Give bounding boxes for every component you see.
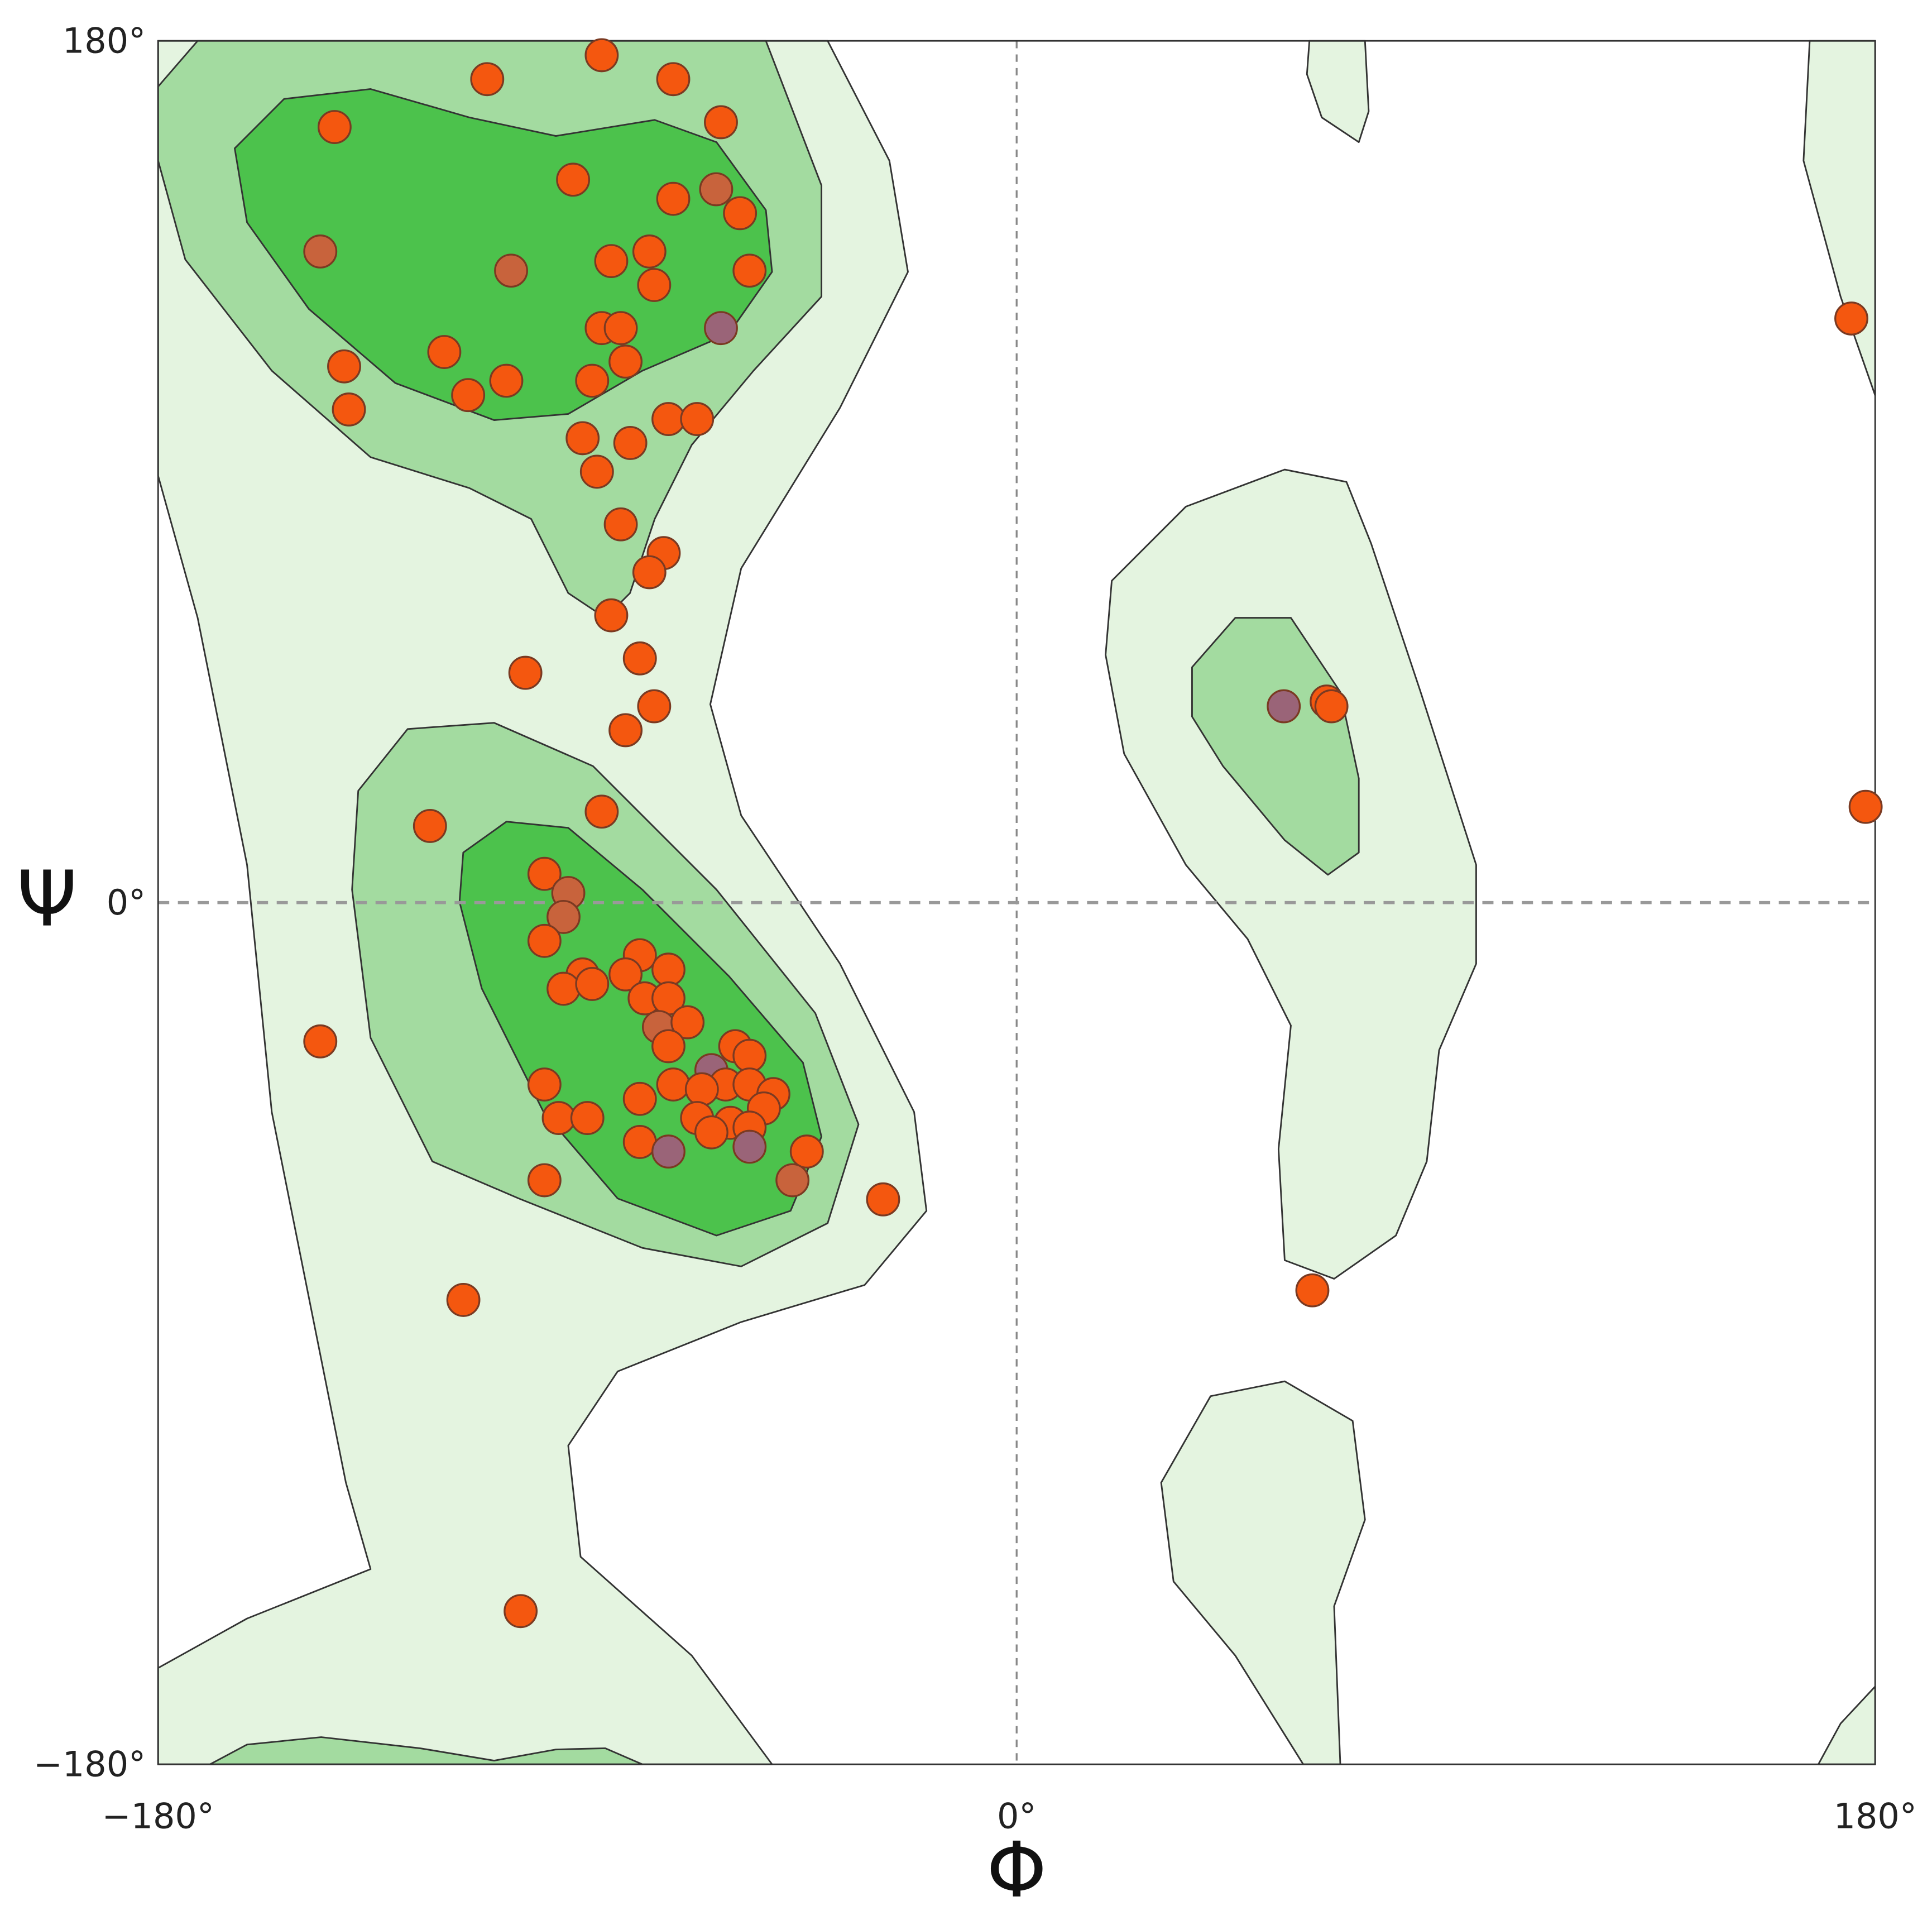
point (1295, 1273, 1330, 1308)
y-tick-label: 0° (107, 882, 146, 923)
x-axis-label: Φ (986, 1826, 1047, 1915)
point (546, 899, 581, 934)
point (584, 794, 619, 829)
point (699, 172, 734, 207)
point (446, 1282, 481, 1317)
y-tick-label: −180° (33, 1744, 146, 1785)
point (670, 1005, 705, 1040)
point (489, 363, 524, 398)
point (732, 1129, 767, 1164)
point (632, 234, 667, 269)
point (494, 253, 528, 288)
point (527, 1067, 562, 1102)
point (504, 1594, 538, 1629)
point (332, 392, 366, 427)
point (527, 1163, 562, 1198)
point (613, 426, 648, 460)
point (327, 349, 361, 384)
point (570, 1101, 605, 1135)
point (546, 971, 581, 1006)
labels: Φ Ψ −180° 0° 180° −180° 0° 180° (17, 21, 1917, 1915)
point (527, 856, 562, 891)
grid (158, 41, 1876, 1765)
point (427, 335, 462, 369)
point (651, 402, 685, 437)
core-region (234, 88, 773, 421)
x-tick-label: 180° (1834, 1796, 1917, 1837)
point (608, 713, 643, 748)
point (608, 957, 643, 992)
point (637, 268, 672, 302)
point (413, 809, 447, 843)
point (608, 344, 643, 379)
point (651, 1029, 685, 1064)
point (622, 641, 657, 676)
x-tick-label: −180° (102, 1796, 214, 1837)
point (303, 1024, 338, 1059)
allowed-region (1105, 468, 1477, 1280)
points (303, 38, 1883, 1629)
point (656, 62, 691, 97)
point (637, 689, 672, 724)
point (603, 507, 638, 542)
point (775, 1163, 810, 1198)
point (541, 1101, 576, 1135)
point (704, 105, 738, 140)
y-tick-label: 180° (63, 21, 146, 61)
point (732, 1038, 767, 1073)
point (622, 1124, 657, 1159)
allowed-region (1802, 40, 1876, 396)
point (651, 952, 685, 987)
point (470, 62, 505, 97)
point (565, 421, 600, 456)
point (527, 923, 562, 958)
favored-region (1191, 617, 1360, 876)
point (704, 311, 738, 346)
point (584, 38, 619, 73)
point (508, 655, 543, 690)
point (680, 402, 715, 437)
point (594, 598, 629, 633)
point (594, 244, 629, 279)
point (556, 162, 591, 197)
point (632, 555, 667, 590)
point (317, 110, 352, 144)
point (789, 1134, 824, 1169)
x-tick-label: 0° (997, 1796, 1036, 1837)
point (1834, 301, 1868, 336)
allowed-region (1306, 40, 1370, 143)
point (684, 1072, 719, 1107)
point (622, 1081, 657, 1116)
point (866, 1182, 900, 1217)
point (732, 253, 767, 288)
point (656, 1067, 691, 1102)
allowed-region (1160, 1380, 1366, 1765)
point (723, 196, 758, 231)
point (579, 454, 614, 489)
y-axis-label: Ψ (17, 855, 77, 944)
point (575, 363, 610, 398)
point (694, 1115, 728, 1150)
point (1267, 689, 1301, 724)
point (651, 1134, 685, 1169)
favored-region (209, 1736, 644, 1765)
plot-frame (157, 40, 1876, 1765)
point (1314, 689, 1349, 724)
allowed-region (1817, 1685, 1876, 1765)
point (303, 234, 338, 269)
point (575, 967, 610, 1001)
point (656, 181, 691, 216)
point (603, 311, 638, 346)
point (1848, 789, 1883, 824)
point (451, 378, 486, 413)
